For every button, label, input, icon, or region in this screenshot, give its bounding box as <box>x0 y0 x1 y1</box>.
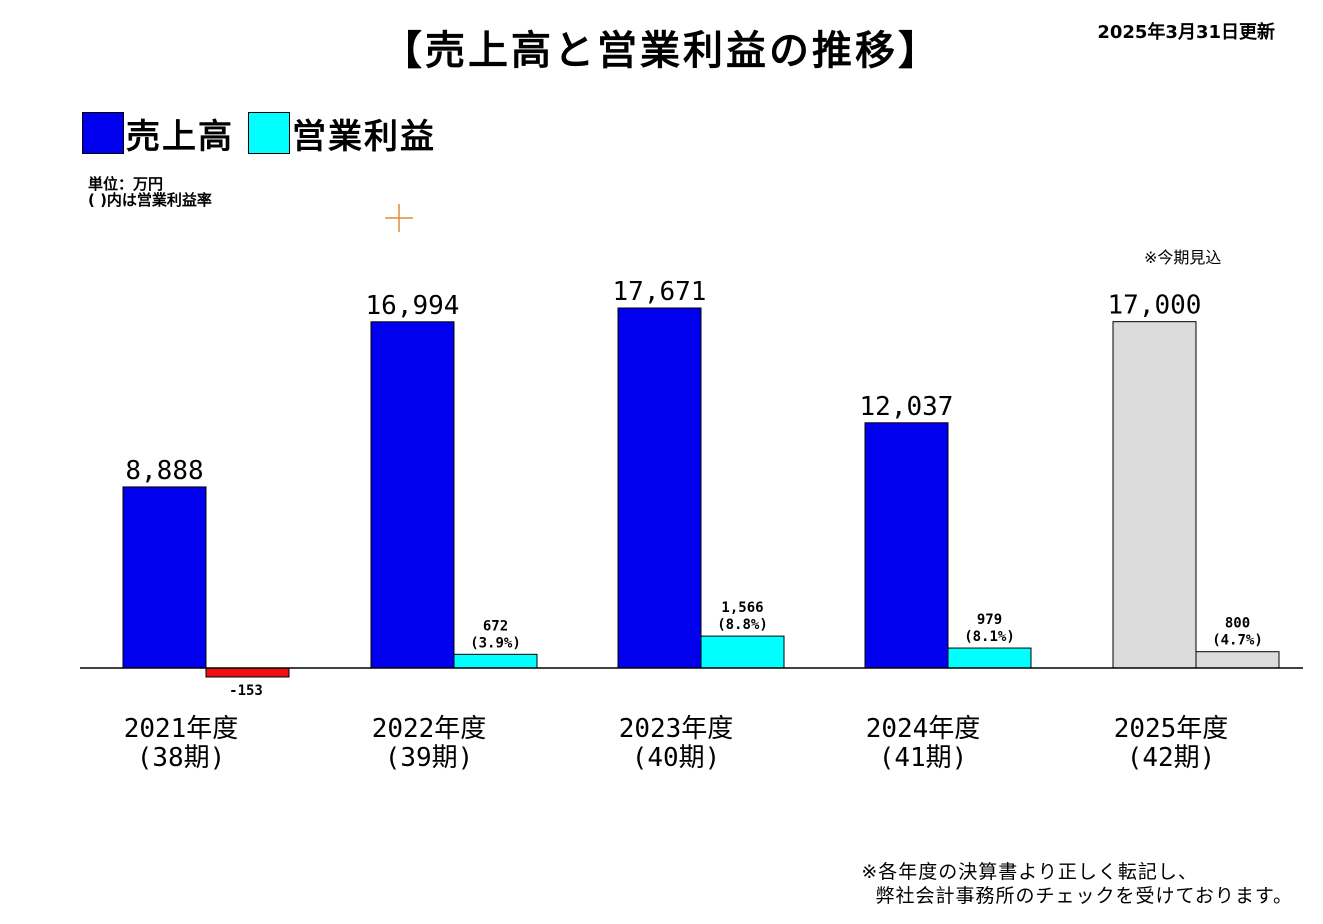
profit-margin-label: (4.7%) <box>1212 633 1263 649</box>
legend-label-profit: 営業利益 <box>292 116 436 157</box>
bar-chart: 8,888 -153 2021年度(38期) 16,994 672(3.9%) 2022年… <box>80 277 1303 773</box>
forecast-note: ※今期見込 <box>1144 248 1222 267</box>
page-title: 【売上高と営業利益の推移】 <box>382 28 941 74</box>
sales-value-label: 16,994 <box>366 291 460 321</box>
footnote-line-2: 弊社会計事務所のチェックを受けております。 <box>861 885 1293 907</box>
unit-note: 単位：万円 ( )内は営業利益率 <box>88 176 212 208</box>
sales-bar <box>1112 321 1197 669</box>
margin-note: ( )内は営業利益率 <box>88 191 212 209</box>
sales-bar <box>122 486 207 669</box>
profit-value-label: 979 <box>977 612 1002 628</box>
category-year-label: 2024年度 <box>866 714 981 744</box>
unit-label: 単位：万円 <box>88 175 164 193</box>
profit-margin-label: (3.9%) <box>470 635 521 651</box>
profit-value-label: -153 <box>229 683 263 699</box>
category-year-label: 2021年度 <box>124 714 239 744</box>
legend-label-sales: 売上高 <box>126 116 234 157</box>
category-period-label: (41期) <box>879 743 968 773</box>
category-year-label: 2023年度 <box>619 714 734 744</box>
footnote: ※各年度の決算書より正しく転記し、 弊社会計事務所のチェックを受けております。 <box>861 860 1293 908</box>
updated-date: 2025年3月31日更新 <box>1097 22 1275 43</box>
profit-bar <box>947 647 1032 669</box>
category-period-label: (42期) <box>1127 743 1216 773</box>
profit-value-label: 1,566 <box>721 600 763 616</box>
legend-item-profit: 営業利益 <box>248 112 436 157</box>
sales-value-label: 8,888 <box>125 456 203 486</box>
sales-value-label: 17,671 <box>613 277 707 307</box>
category-period-label: (39期) <box>385 743 474 773</box>
profit-bar <box>1195 651 1280 669</box>
category-year-label: 2022年度 <box>372 714 487 744</box>
sales-value-label: 12,037 <box>860 392 954 422</box>
crosshair-icon <box>385 204 413 232</box>
legend-swatch-sales <box>82 112 124 154</box>
sales-bar <box>370 321 455 669</box>
profit-value-label: 800 <box>1225 616 1250 632</box>
sales-bar <box>864 422 949 669</box>
category-year-label: 2025年度 <box>1114 714 1229 744</box>
profit-bar-negative <box>205 667 290 678</box>
legend-swatch-profit <box>248 112 290 154</box>
profit-bar <box>453 653 538 669</box>
category-period-label: (38期) <box>137 743 226 773</box>
sales-value-label: 17,000 <box>1108 291 1202 321</box>
footnote-line-1: ※各年度の決算書より正しく転記し、 <box>861 861 1198 883</box>
category-period-label: (40期) <box>632 743 721 773</box>
legend-item-sales: 売上高 <box>82 112 234 157</box>
profit-value-label: 672 <box>483 618 508 634</box>
profit-margin-label: (8.1%) <box>964 629 1015 645</box>
profit-bar <box>700 635 785 669</box>
sales-bar <box>617 307 702 669</box>
profit-margin-label: (8.8%) <box>717 617 768 633</box>
